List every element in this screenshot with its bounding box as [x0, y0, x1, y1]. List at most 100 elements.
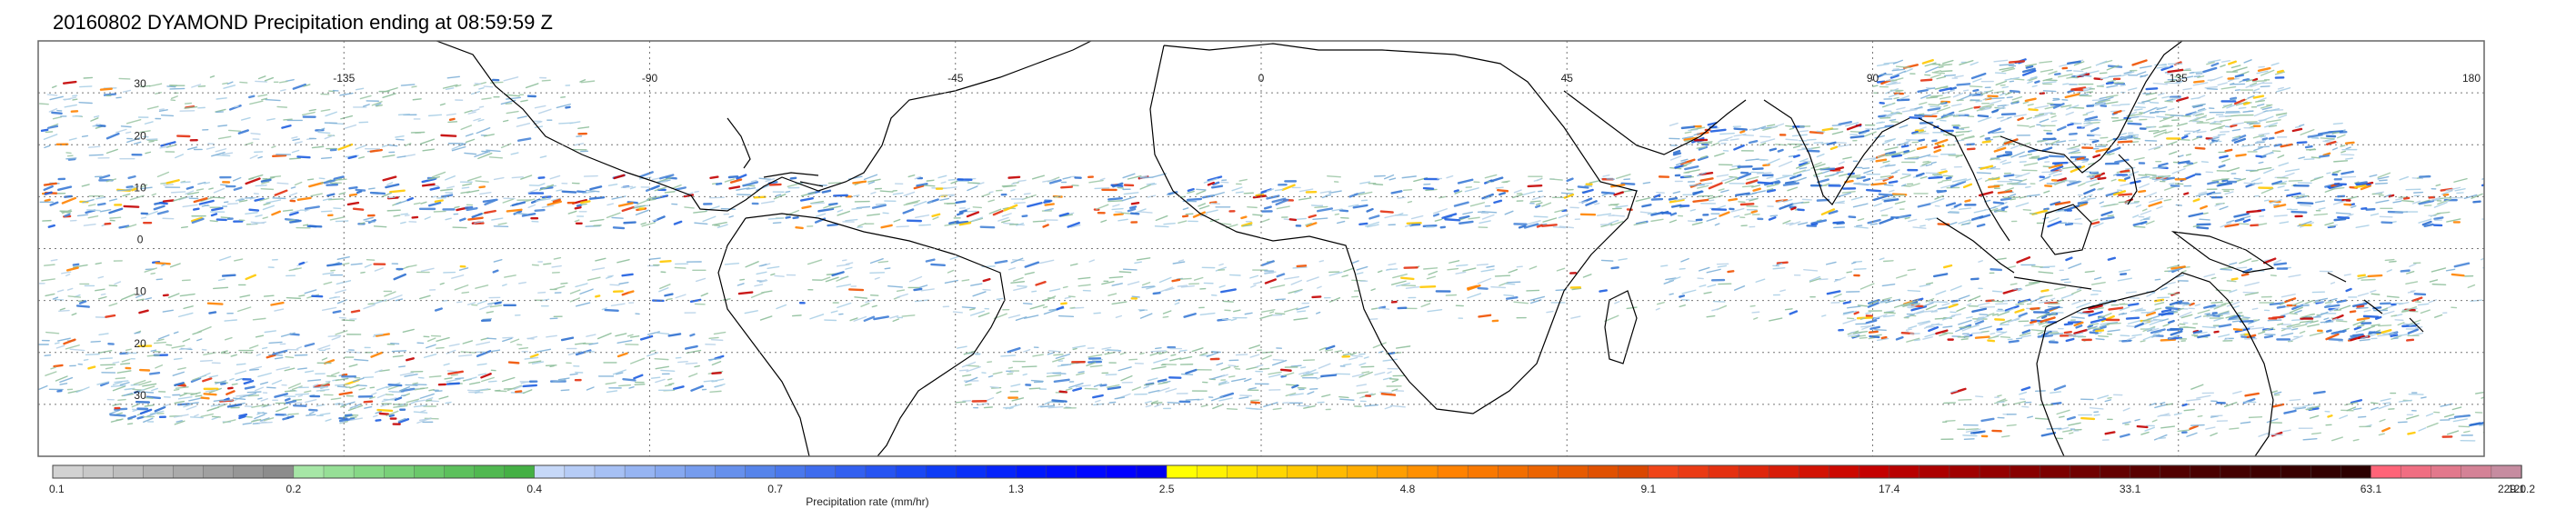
precip-streak [1129, 205, 1138, 209]
precip-streak [538, 183, 546, 186]
precip-streak [1212, 181, 1220, 186]
precip-streak [2106, 65, 2120, 71]
precip-streak [1849, 135, 1865, 139]
precip-streak [2276, 69, 2284, 74]
precip-streak [226, 403, 243, 408]
precip-streak [869, 257, 884, 264]
precip-streak [2260, 105, 2271, 109]
precip-streak [1709, 128, 1727, 133]
precip-streak [323, 179, 336, 185]
precip-streak [1122, 268, 1138, 271]
precip-streak [2107, 329, 2120, 333]
precip-streak [162, 199, 175, 203]
precip-streak [1122, 173, 1136, 179]
precip-streak [1210, 192, 1225, 197]
precip-streak [520, 175, 533, 180]
precip-streak [2064, 93, 2080, 99]
precip-streak [887, 285, 904, 288]
precip-streak [467, 111, 476, 115]
precip-streak [1072, 387, 1083, 392]
precip-streak [289, 209, 301, 214]
precip-streak [290, 196, 297, 200]
precip-streak [2083, 121, 2091, 125]
precip-streak [1206, 351, 1219, 358]
precip-streak [710, 338, 724, 342]
precip-streak [2050, 201, 2061, 206]
precip-streak [1875, 177, 1889, 181]
precip-streak [1040, 404, 1056, 408]
precip-streak [1410, 215, 1424, 220]
precip-streak [466, 189, 480, 194]
precip-streak [1003, 204, 1018, 212]
precip-streak [2107, 79, 2117, 83]
precip-streak [2154, 331, 2162, 334]
precip-streak [2068, 149, 2080, 155]
precip-streak [1873, 314, 1888, 320]
precip-streak [502, 119, 509, 123]
precip-streak [2021, 329, 2031, 334]
precip-streak [311, 294, 324, 298]
precip-streak [318, 177, 326, 180]
precip-streak [1757, 181, 1774, 185]
precip-streak [396, 138, 405, 141]
precip-streak [2304, 300, 2314, 304]
precip-streak [2258, 161, 2264, 165]
precip-streak [1779, 289, 1786, 293]
precip-streak [2337, 215, 2350, 220]
precip-streak [1976, 315, 1990, 321]
precip-streak [1994, 210, 2008, 213]
precip-streak [483, 134, 495, 137]
precip-streak [1955, 127, 1965, 130]
precip-streak [1560, 192, 1574, 195]
precip-streak [2133, 156, 2145, 161]
precip-streak [2236, 266, 2248, 269]
precip-streak [474, 221, 485, 225]
precip-streak [2217, 82, 2228, 86]
precip-streak [627, 290, 635, 294]
precip-streak [708, 336, 719, 340]
precip-streak [238, 199, 248, 203]
precip-streak [480, 373, 492, 379]
precip-streak [2208, 136, 2220, 141]
precip-streak [2038, 112, 2053, 115]
precip-streak [148, 83, 163, 87]
precip-streak [2202, 66, 2218, 74]
precip-streak [1973, 318, 1983, 323]
precip-streak [638, 171, 654, 178]
precip-streak [433, 210, 446, 213]
precip-streak [2080, 66, 2092, 71]
precip-streak [2021, 334, 2031, 338]
precip-streak [1799, 130, 1809, 133]
precip-streak [1388, 378, 1399, 381]
precip-streak [2098, 334, 2110, 338]
precip-streak [1796, 162, 1810, 169]
precip-streak [2160, 65, 2174, 72]
precip-streak [1956, 83, 1971, 86]
precip-streak [466, 206, 478, 212]
precip-streak [237, 306, 252, 313]
precip-streak [800, 192, 816, 197]
precip-streak [2134, 309, 2147, 312]
precip-streak [1208, 201, 1218, 205]
precip-streak [1852, 203, 1869, 208]
precip-streak [1925, 323, 1940, 328]
precip-streak [2189, 72, 2195, 74]
precip-streak [116, 188, 133, 192]
precip-streak [2271, 315, 2284, 319]
precip-streak [2145, 92, 2158, 96]
precip-streak [867, 178, 881, 183]
precip-streak [146, 354, 160, 357]
precip-streak [374, 369, 383, 374]
precip-streak [765, 177, 776, 183]
precip-streak [1391, 388, 1398, 392]
precip-streak [78, 300, 87, 304]
precip-streak [95, 262, 102, 265]
precip-streak [1308, 214, 1317, 219]
precip-streak [650, 185, 659, 190]
precip-streak [845, 266, 853, 270]
precip-streak [2254, 141, 2265, 145]
precip-streak [2251, 80, 2267, 83]
precip-streak [506, 96, 522, 100]
precip-streak [1977, 114, 1990, 118]
precip-streak [896, 289, 906, 293]
